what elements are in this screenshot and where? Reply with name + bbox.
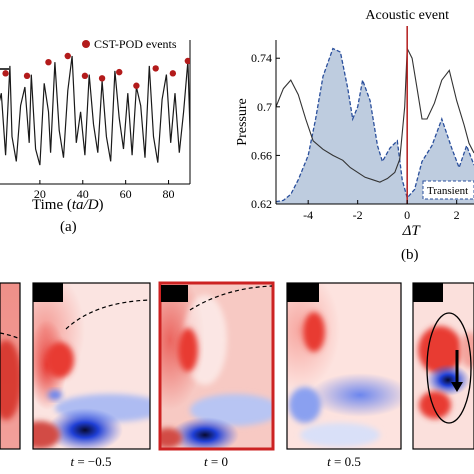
panel-a-event-marker [45, 59, 52, 66]
panel-a-event-markers [2, 52, 190, 89]
panel-a-event-marker [133, 82, 140, 89]
panel-b-transient-box [422, 180, 474, 200]
panel-b-y-tick-label: 0.62 [251, 197, 272, 211]
panel-a-x-tick-label: 60 [120, 187, 132, 201]
snapshot-5-black-patch [413, 283, 443, 302]
panel-a-x-tick-label: 20 [34, 187, 46, 201]
panel-b-title: Acoustic event [365, 8, 449, 23]
snapshot-3-black-patch [161, 285, 188, 302]
panel-b-filled-area [276, 48, 474, 204]
panel-a-x-ticks: 20 40 60 80 [34, 180, 175, 201]
panel-b-y-label: Pressure [235, 98, 250, 145]
panel-a-event-marker [98, 75, 106, 82]
snapshot-4-label: t = 0.5 [327, 454, 361, 469]
snapshot-4-black-patch [287, 283, 319, 302]
panel-a-x-label: Time (ta/D) [32, 197, 104, 213]
snapshot-1 [0, 282, 21, 450]
panel-a-event-marker [81, 72, 89, 80]
panel-b-annotation: Transient [427, 185, 468, 197]
snapshot-strip: t = −0.5 t = 0 [0, 281, 474, 469]
panel-b-label: (b) [401, 247, 419, 263]
snapshot-5-arrow-head [451, 382, 463, 392]
panel-b-y-tick-label: 0.7 [257, 100, 272, 114]
panel-a-label: (a) [60, 219, 77, 235]
panel-a-event-marker [2, 70, 9, 77]
panel-b-x-tick-label: -2 [353, 208, 363, 222]
panel-a-event-marker [23, 72, 31, 80]
panel-b-y-tick-label: 0.66 [251, 148, 272, 162]
snapshot-4: t = 0.5 [286, 282, 402, 469]
panel-a-x-tick-label: 40 [77, 187, 89, 201]
snapshot-5 [412, 282, 474, 450]
panel-a-series-line [0, 55, 190, 166]
panel-b-chart: -4 -2 0 2 0.62 0.66 0.7 0.74 Acoustic event Pre… [235, 8, 474, 263]
panel-a-event-marker [152, 65, 159, 72]
panel-b-x-tick-label: -4 [303, 208, 313, 222]
snapshot-1-dashed-curve [0, 332, 19, 339]
panel-a-chart: 20 40 60 80 CST-POD events Time (ta/D) (a) [0, 37, 191, 235]
snapshot-3-label: t = 0 [204, 454, 228, 469]
panel-a-event-marker [64, 52, 71, 60]
panel-a-x-tick-label: 80 [163, 187, 175, 201]
snapshot-2: t = −0.5 [32, 282, 151, 469]
snapshot-5-ellipse-outline [426, 312, 472, 424]
panel-b-x-label: ΔT [402, 223, 422, 239]
panel-b-x-tick-label: 2 [454, 208, 460, 222]
panel-a-event-marker [169, 70, 177, 77]
panel-b-ticks: -4 -2 0 2 0.62 0.66 0.7 0.74 [251, 51, 460, 222]
panel-a-legend-marker [82, 40, 90, 48]
snapshot-2-dashed-curve [65, 299, 151, 330]
snapshot-3-highlight-border [158, 281, 275, 451]
panel-a-legend-label: CST-POD events [94, 37, 177, 51]
panel-b-solid-series [276, 46, 474, 183]
panel-b-x-tick-label: 0 [404, 208, 410, 222]
panel-b-y-tick-label: 0.74 [251, 51, 272, 65]
panel-a-event-marker [116, 68, 123, 76]
snapshot-2-label: t = −0.5 [70, 454, 111, 469]
snapshot-3: t = 0 [158, 281, 275, 469]
snapshot-2-black-patch [33, 283, 63, 302]
panel-a-event-marker [184, 57, 190, 65]
snapshot-3-dashed-curve [189, 285, 273, 311]
